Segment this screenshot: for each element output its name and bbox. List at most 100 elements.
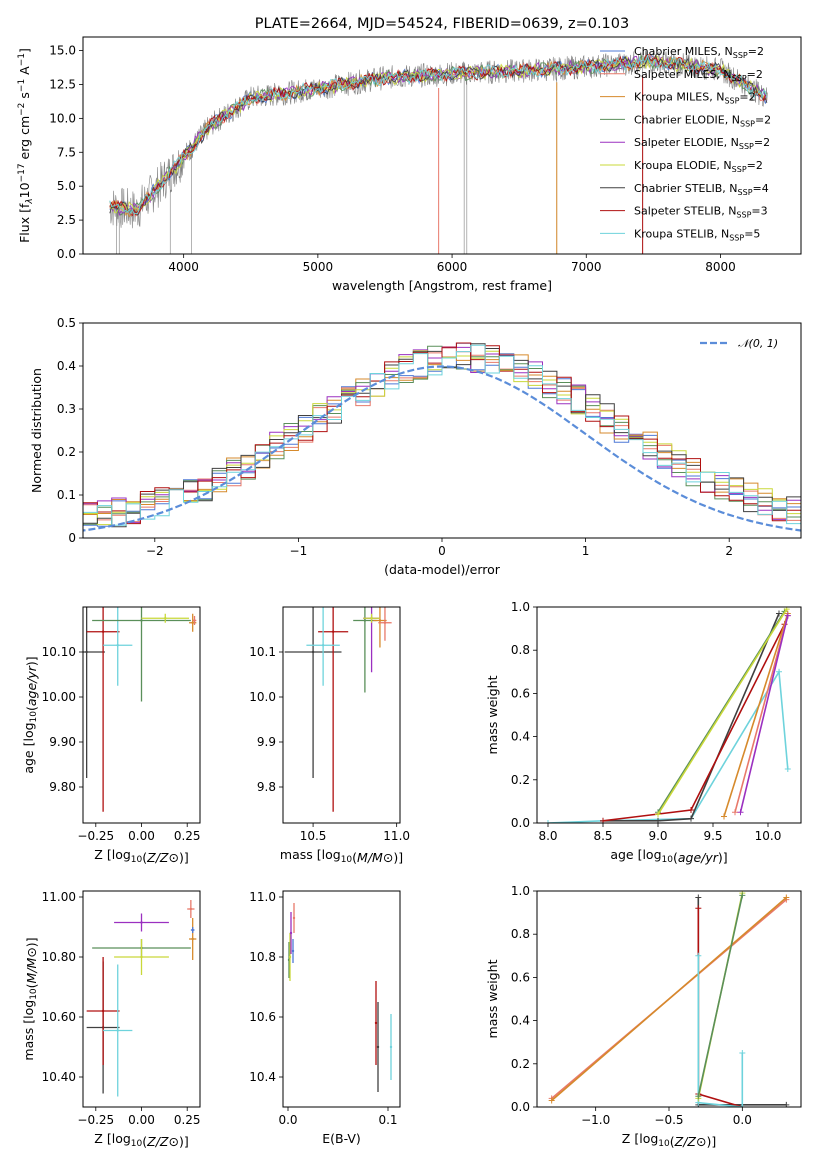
mass-weight-marker (737, 809, 744, 816)
massweight_vs_age-plot-area (545, 607, 791, 823)
y-tick-label: 0.6 (511, 686, 530, 700)
label-sup: −17 (17, 163, 27, 182)
legend-label: Salpeter ELODIE, N (634, 136, 739, 149)
age_vs_Z-plot-area (83, 607, 197, 812)
label-part: ( (142, 850, 147, 865)
mass-weight-marker (721, 813, 727, 820)
mass-weight-line (657, 610, 786, 813)
x-axis-label: Z [log10(Z/Z⊙)] (622, 1131, 716, 1149)
x-tick-label: −0.25 (77, 1113, 114, 1127)
label-part: E(B-V) (322, 1131, 361, 1146)
y-tick-label: 10.1 (249, 645, 276, 659)
legend-entry: Kroupa STELIB, NSSP=5 (634, 227, 760, 242)
y-tick-label: 0.5 (57, 316, 76, 330)
y-axis-label: mass weight (485, 675, 500, 754)
x-tick-label: 9.0 (648, 829, 667, 843)
point-marker (331, 630, 335, 633)
label-sub: 10 (341, 855, 353, 865)
legend-value: =2 (739, 91, 755, 104)
legend-label: Kroupa MILES, N (634, 91, 724, 104)
y-tick-label: 15.0 (49, 44, 76, 58)
error-bar-point (389, 1014, 393, 1080)
label-part: log (642, 847, 661, 862)
y-tick-label: 5.0 (57, 179, 76, 193)
x-tick-label: 9.5 (703, 829, 722, 843)
y-tick-label: 1.0 (511, 884, 530, 898)
error-bar-point (284, 607, 342, 778)
mass-weight-line (657, 608, 788, 815)
mass-weight-line (603, 613, 780, 822)
point-marker (140, 921, 143, 924)
legend-sub: SSP (739, 142, 754, 151)
label-italic: Z/Z⊙ (146, 850, 179, 865)
massweight_vs_Z-axes: −1.0 −0.5 0.0 0.0 0.2 0.4 0.6 0.8 1.0 Z [log10(Z/… (485, 884, 802, 1149)
y-tick-label: 2.5 (57, 213, 76, 227)
legend-entry: Salpeter ELODIE, NSSP=2 (634, 136, 770, 151)
x-tick-label: 0.1 (378, 1113, 397, 1127)
spectrum-frame (82, 36, 802, 255)
y-tick-label: 7.5 (57, 145, 76, 159)
legend-sub: SSP (736, 211, 751, 220)
x-tick-label: 0.25 (174, 829, 201, 843)
label-part: age [ (610, 847, 642, 862)
label-part: ( (24, 983, 39, 988)
legend-label: Salpeter MILES, N (634, 68, 732, 81)
label-part: )] (179, 1134, 189, 1149)
point-marker (292, 916, 296, 920)
gaussian-curve (83, 365, 801, 532)
y-tick-label: 0.0 (57, 247, 76, 261)
label-italic: age/yr (678, 850, 719, 865)
y-tick-label: 1.0 (511, 600, 530, 614)
label-part: log (112, 847, 131, 862)
error-bar-point (92, 607, 191, 702)
x-tick-label: 8000 (705, 260, 736, 274)
error-bar-point (103, 964, 133, 1097)
mass-weight-marker (655, 811, 661, 818)
y-axis-label: age [log10(age/yr)] (21, 656, 39, 773)
label-sub: 10 (131, 1139, 143, 1149)
label-part: Normed distribution (29, 368, 44, 493)
y-tick-label: 10.4 (249, 1070, 276, 1084)
observed-spectrum-line (109, 50, 768, 229)
label-italic: M/M⊙ (357, 850, 393, 865)
label-part: log (322, 847, 341, 862)
y-tick-label: 0.0 (511, 1100, 530, 1114)
legend-entry: Kroupa MILES, NSSP=2 (634, 91, 756, 106)
label-part: ( (673, 850, 678, 865)
residual-histogram-step (83, 350, 801, 526)
x-tick-label: 0.00 (128, 1113, 155, 1127)
y-tick-label: 10.00 (42, 690, 76, 704)
legend-entry: Chabrier STELIB, NSSP=4 (634, 182, 769, 197)
error-bar-point (374, 981, 378, 1065)
label-part: A (17, 66, 32, 79)
mass-weight-marker (548, 1097, 555, 1104)
label-part: mass weight (485, 675, 500, 754)
error-bar-point (114, 913, 169, 932)
legend-label: Chabrier STELIB, N (634, 182, 738, 195)
model-spectrum-line (109, 53, 768, 215)
x-tick-label: 10.5 (300, 829, 327, 843)
spectrum-axes: Chabrier MILES, N SSP =2 Salpeter MILES, N S… (17, 36, 802, 293)
mass-weight-marker (695, 952, 702, 959)
label-part: mass [ (280, 847, 322, 862)
mass-weight-marker (783, 894, 790, 901)
x-tick-label: 0.00 (128, 829, 155, 843)
legend-label: Kroupa ELODIE, N (634, 159, 732, 172)
model-spectrum-line (109, 54, 768, 217)
label-part: age [ (21, 742, 36, 774)
label-part: )] (393, 850, 403, 865)
mass-weight-marker (545, 820, 551, 823)
gaussian-legend-label: 𝒩(0, 1) (738, 337, 778, 350)
x-tick-label: 8.5 (593, 829, 612, 843)
mass-weight-marker (739, 1050, 746, 1056)
label-sub: λ (25, 198, 35, 204)
mass-weight-marker (776, 668, 782, 675)
x-tick-label: 11.0 (383, 829, 410, 843)
y-tick-label: 0.4 (57, 359, 76, 373)
x-tick-label: 0.25 (174, 1113, 201, 1127)
legend-label: Chabrier MILES, N (634, 45, 733, 58)
point-marker (189, 907, 193, 911)
mass-weight-line (723, 613, 789, 817)
legend-sub: SSP (729, 233, 744, 242)
